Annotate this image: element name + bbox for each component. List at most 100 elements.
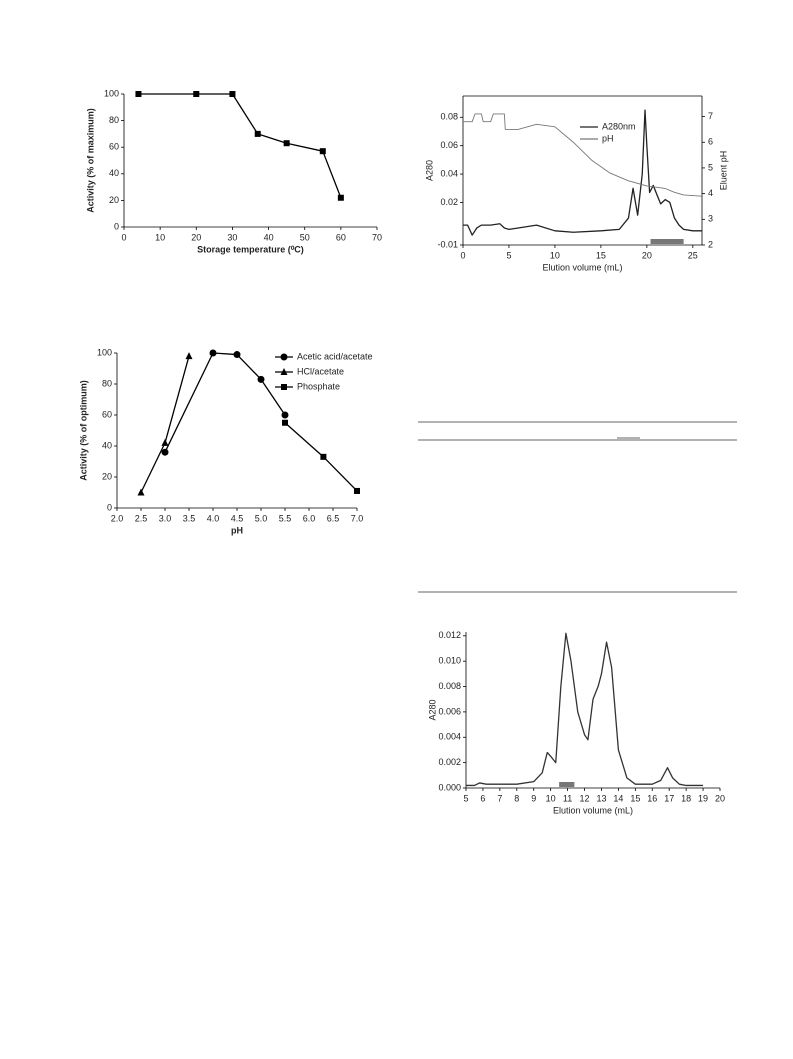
y-axis-title: Activity (% of maximum) <box>85 108 95 213</box>
marker <box>161 438 169 446</box>
y2-tick-label: 2 <box>708 239 713 249</box>
x-tick-label: 3.5 <box>183 513 196 523</box>
x-tick-label: 5.0 <box>255 513 268 523</box>
table-rules <box>418 421 737 593</box>
legend-label: pH <box>602 133 614 143</box>
chart: 0 10 20 30 40 50 60 70 0 20 40 60 80 100 Storage tempe… <box>85 88 382 254</box>
marker <box>337 194 344 201</box>
y-tick-label: -0.01 <box>437 239 458 249</box>
marker <box>282 419 288 426</box>
marker <box>257 375 265 383</box>
x-tick-label: 2.0 <box>111 513 124 523</box>
y-tick-label: 60 <box>102 409 112 419</box>
x-tick-label: 17 <box>664 793 674 803</box>
fraction-bar <box>559 782 575 787</box>
x-tick-label: 16 <box>647 793 657 803</box>
fraction-bar <box>650 239 684 244</box>
marker <box>320 453 327 460</box>
y-tick-label: 80 <box>109 115 119 125</box>
marker <box>280 353 288 361</box>
y-tick-label: 0.012 <box>438 630 461 640</box>
series-line <box>463 109 702 236</box>
marker <box>193 91 200 97</box>
y2-tick-label: 7 <box>708 111 713 121</box>
y-tick-label: 0 <box>114 221 119 231</box>
y-tick-label: 0.006 <box>438 706 461 716</box>
x-tick-label: 4.5 <box>231 513 244 523</box>
marker <box>281 384 287 390</box>
y-tick-label: 0.06 <box>440 140 458 150</box>
x-tick-label: 18 <box>681 793 691 803</box>
marker <box>137 488 145 496</box>
series-line <box>164 352 286 453</box>
x-tick-label: 15 <box>596 250 606 260</box>
x-tick-label: 11 <box>563 793 572 803</box>
series-line <box>463 113 703 197</box>
marker <box>229 91 236 97</box>
y-tick-label: 100 <box>104 88 119 98</box>
x-tick-label: 30 <box>227 232 237 242</box>
x-axis-title: Storage temperature (⁰C) <box>197 244 304 254</box>
y-tick-label: 60 <box>109 142 119 152</box>
marker <box>281 411 289 419</box>
x-tick-label: 8 <box>514 793 519 803</box>
x-tick-label: 10 <box>155 232 165 242</box>
marker <box>254 130 261 137</box>
x-tick-label: 14 <box>613 793 623 803</box>
x-tick-label: 15 <box>630 793 640 803</box>
x-tick-label: 7 <box>497 793 502 803</box>
marker <box>161 448 169 456</box>
x-tick-label: 50 <box>300 232 310 242</box>
x-tick-label: 13 <box>596 793 606 803</box>
marker <box>209 349 217 357</box>
legend-label: Phosphate <box>297 381 340 391</box>
x-tick-label: 70 <box>372 232 382 242</box>
marker <box>135 91 142 97</box>
y-tick-label: 40 <box>109 168 119 178</box>
marker <box>233 351 241 359</box>
y-tick-label: 0.004 <box>438 732 461 742</box>
y-tick-label: 0.000 <box>438 782 461 792</box>
y2-tick-label: 6 <box>708 137 713 147</box>
legend-label: HCl/acetate <box>297 366 344 376</box>
x-tick-label: 5 <box>463 793 468 803</box>
x-axis-title: Elution volume (mL) <box>553 805 633 815</box>
y-tick-label: 100 <box>97 347 112 357</box>
y-tick-label: 0.010 <box>438 656 461 666</box>
x-tick-label: 5 <box>506 250 511 260</box>
x-tick-label: 20 <box>191 232 201 242</box>
y-axis-title: A280 <box>427 699 437 720</box>
x-tick-label: 4.0 <box>207 513 220 523</box>
x-tick-label: 5.5 <box>279 513 292 523</box>
x-tick-label: 3.0 <box>159 513 172 523</box>
legend-label: A280nm <box>602 121 636 131</box>
series-line <box>140 355 190 493</box>
x-tick-label: 6.0 <box>303 513 316 523</box>
y-axis-title: Activity (% of optimum) <box>78 380 88 481</box>
x-tick-label: 20 <box>642 250 652 260</box>
y-tick-label: 40 <box>102 440 112 450</box>
x-tick-label: 40 <box>264 232 274 242</box>
chart: 0 5 10 15 20 25 -0.01 0.02 0.04 0.06 0.08 2 3 4 5 6 7 Elu… <box>424 95 728 272</box>
y2-axis-title: Eluent pH <box>718 151 728 191</box>
y-tick-label: 20 <box>102 471 112 481</box>
x-axis-title: pH <box>231 525 243 535</box>
marker <box>280 368 288 375</box>
y-tick-label: 0.002 <box>438 757 461 767</box>
x-tick-label: 6 <box>480 793 485 803</box>
legend-label: Acetic acid/acetate <box>297 351 373 361</box>
x-tick-label: 6.5 <box>327 513 340 523</box>
chart: 2.0 2.5 3.0 3.5 4.0 4.5 5.0 5.5 6.0 6.5 7.0 0 20 40 60… <box>78 347 372 535</box>
x-tick-label: 25 <box>688 250 698 260</box>
marker <box>283 140 290 147</box>
chart: 5 6 7 8 9 10 11 12 13 14 15 16 17 18 19 20 0.000 0.002 0.0… <box>427 630 725 815</box>
y2-tick-label: 3 <box>708 214 713 224</box>
x-tick-label: 0 <box>121 232 126 242</box>
marker <box>354 487 360 494</box>
x-tick-label: 60 <box>336 232 346 242</box>
x-tick-label: 12 <box>580 793 590 803</box>
series-line <box>138 93 342 198</box>
x-tick-label: 2.5 <box>135 513 148 523</box>
x-tick-label: 7.0 <box>351 513 364 523</box>
